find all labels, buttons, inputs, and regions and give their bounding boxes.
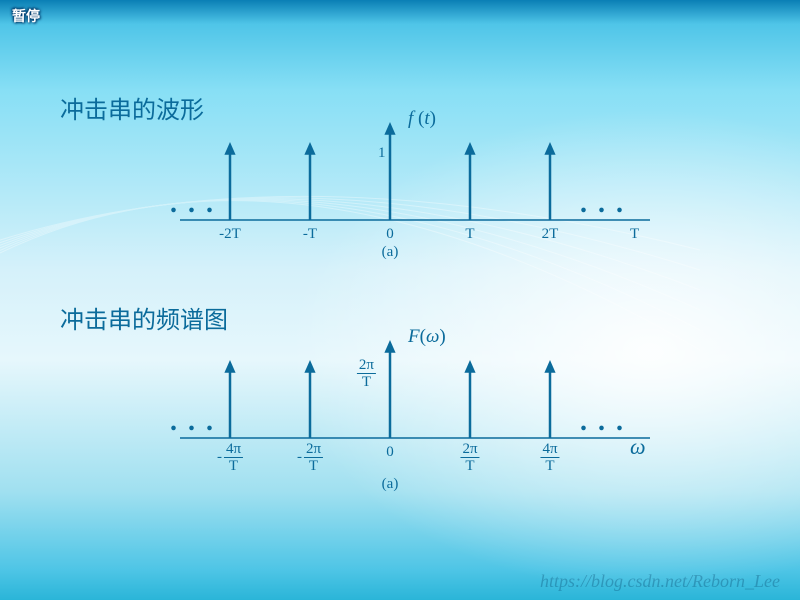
x-tick-4: 2T	[542, 226, 559, 243]
ellipsis-right: . . .	[580, 406, 625, 438]
x-tick-0: -4πT	[217, 442, 243, 474]
amplitude-label: 2πT	[357, 358, 376, 390]
x-tick-3: T	[465, 226, 474, 243]
ellipsis-right: . . .	[580, 188, 625, 220]
ellipsis-left: . . .	[170, 188, 215, 220]
axis-end-label: ω	[630, 434, 646, 460]
y-axis-title: f (t)	[408, 108, 436, 130]
amplitude-label: 1	[378, 145, 386, 162]
pause-badge: 暂停	[12, 6, 40, 26]
x-tick-1: -T	[303, 226, 317, 243]
watermark: https://blog.csdn.net/Reborn_Lee	[540, 571, 780, 592]
x-tick-3: 2πT	[460, 442, 479, 474]
x-tick-4: 4πT	[540, 442, 559, 474]
chart-waveform: f (t) 1 -2T -T 0 T 2T (a) T . . . . . .	[140, 100, 700, 280]
x-tick-0: -2T	[219, 226, 241, 243]
x-tick-1: -2πT	[297, 442, 323, 474]
chart-spectrum: F(ω)2πT-4πT-2πT02πT4πT(a)ω. . .. . .	[140, 310, 700, 490]
x-tick-2: 0	[386, 226, 394, 243]
subplot-label: (a)	[382, 244, 399, 261]
axis-end-label: T	[630, 226, 639, 243]
subplot-label: (a)	[382, 476, 399, 493]
y-axis-title: F(ω)	[408, 326, 446, 348]
ellipsis-left: . . .	[170, 406, 215, 438]
x-tick-2: 0	[386, 444, 394, 461]
